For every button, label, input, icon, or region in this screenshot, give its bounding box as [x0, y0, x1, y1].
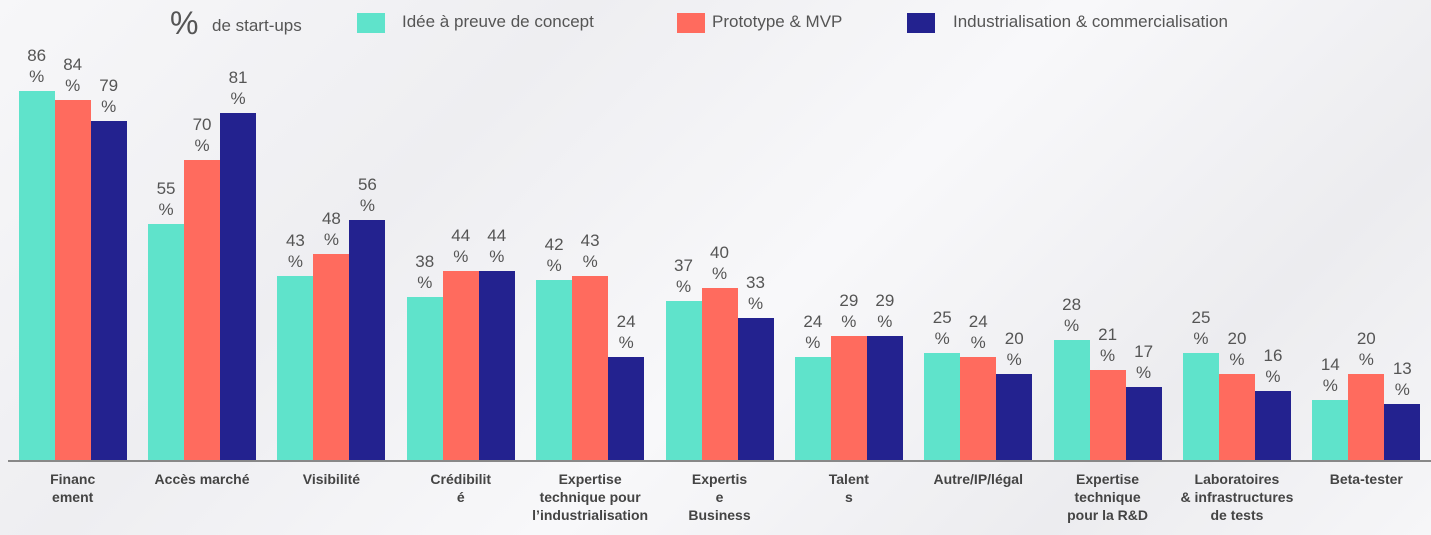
- data-label: 48 %: [321, 209, 341, 250]
- x-tick-label: Expertis e Business: [688, 471, 751, 523]
- bar: [960, 357, 997, 460]
- data-label: 55 %: [156, 179, 176, 220]
- bar: [1348, 374, 1385, 460]
- bar: [1312, 399, 1349, 460]
- x-tick-label: Financ ement: [50, 471, 96, 505]
- data-label: 43 %: [580, 230, 600, 271]
- bar: [313, 254, 350, 460]
- data-label: 40 %: [710, 243, 729, 284]
- bar: [148, 224, 185, 460]
- data-label: 25 %: [932, 307, 952, 348]
- data-label: 20 %: [1356, 329, 1376, 370]
- bar: [701, 288, 738, 460]
- legend-label: Idée à preuve de concept: [402, 12, 594, 31]
- data-label: 44 %: [451, 226, 471, 267]
- bar: [1218, 374, 1255, 460]
- bar: [220, 112, 257, 460]
- bar: [1125, 387, 1162, 460]
- data-label: 20 %: [1227, 329, 1247, 370]
- data-label: 24 %: [616, 312, 636, 353]
- bar: [1182, 352, 1219, 460]
- bar: [478, 271, 515, 460]
- x-tick-label: Autre/IP/légal: [933, 471, 1023, 487]
- data-label: 44 %: [487, 226, 507, 267]
- data-label: 17 %: [1134, 342, 1154, 383]
- data-label: 56 %: [357, 174, 377, 215]
- legend-swatch: [357, 13, 385, 33]
- bar: [54, 99, 91, 460]
- bar: [90, 121, 127, 460]
- bar: [737, 318, 774, 460]
- bar: [996, 374, 1033, 460]
- bar: [830, 335, 867, 460]
- data-label: 14 %: [1320, 354, 1340, 395]
- x-tick-label: Visibilité: [302, 471, 361, 487]
- data-label: 42 %: [544, 234, 564, 275]
- data-label: 24 %: [803, 312, 823, 353]
- x-tick-label: Accès marché: [154, 471, 250, 487]
- data-label: 29 %: [839, 290, 859, 331]
- bar: [572, 275, 609, 460]
- x-tick-label: Expertise technique pour la R&D: [1067, 471, 1149, 523]
- bar: [1089, 369, 1126, 460]
- data-label: 28 %: [1062, 294, 1082, 335]
- bar: [349, 219, 386, 460]
- x-tick-label: Crédibilit é: [430, 471, 492, 505]
- bar: [665, 301, 702, 460]
- bar: [442, 271, 479, 460]
- bar: [18, 91, 55, 460]
- data-label: 20 %: [1004, 329, 1024, 370]
- data-label: 38 %: [415, 251, 435, 292]
- legend-swatch: [907, 13, 935, 33]
- data-label: 86 %: [27, 46, 47, 87]
- data-label: 79 %: [99, 76, 119, 117]
- data-label: 81 %: [228, 67, 248, 108]
- bar: [184, 159, 221, 460]
- x-axis: [8, 460, 1431, 462]
- data-label: 21 %: [1098, 324, 1118, 365]
- data-label: 37 %: [674, 256, 693, 297]
- data-label: 16 %: [1263, 346, 1283, 387]
- x-tick-label: Expertise technique pour l’industrialisa…: [532, 471, 649, 523]
- data-label: 13 %: [1392, 359, 1412, 400]
- legend-label: Industrialisation & commercialisation: [953, 12, 1228, 31]
- bar: [794, 357, 831, 460]
- bar: [608, 357, 645, 460]
- legend-label: Prototype & MVP: [712, 12, 843, 31]
- bar: [1384, 404, 1421, 460]
- data-label: 25 %: [1191, 307, 1211, 348]
- data-label: 84 %: [63, 54, 83, 95]
- legend-title: de start-ups: [212, 16, 302, 35]
- x-tick-label: Laboratoires & infrastructures de tests: [1180, 471, 1294, 523]
- data-label: 24 %: [968, 312, 988, 353]
- legend-unit: %: [170, 5, 199, 41]
- bar: [277, 275, 314, 460]
- data-label: 29 %: [875, 290, 895, 331]
- bar: [924, 352, 961, 460]
- bar: [536, 279, 573, 460]
- bar: [406, 296, 443, 460]
- data-label: 70 %: [192, 114, 212, 155]
- bar: [866, 335, 903, 460]
- x-tick-label: Talent s: [828, 471, 869, 505]
- data-label: 33 %: [746, 273, 765, 314]
- legend-swatch: [677, 13, 705, 33]
- data-label: 43 %: [285, 230, 305, 271]
- x-tick-label: Beta-tester: [1329, 471, 1403, 487]
- bar: [1254, 391, 1291, 460]
- bar: [1053, 339, 1090, 460]
